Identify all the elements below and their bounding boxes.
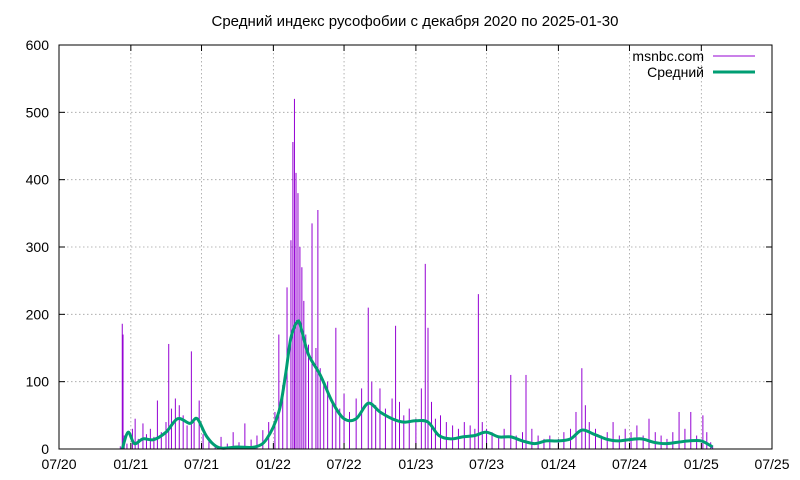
x-tick-label: 01/24 <box>541 456 576 472</box>
plot-frame <box>58 44 773 450</box>
x-tick-label: 01/22 <box>256 456 291 472</box>
data-layer <box>119 98 714 450</box>
y-tick-label: 400 <box>26 172 50 188</box>
y-tick-label: 500 <box>26 104 50 120</box>
legend: msnbc.com Средний <box>632 48 755 80</box>
x-tick-label: 07/22 <box>327 456 362 472</box>
x-tick-label: 07/24 <box>612 456 647 472</box>
grid-layer <box>59 45 772 449</box>
axis-layer: 0 100 200 300 400 500 600 07/20 01/21 07/21 01/22 0… <box>26 37 790 472</box>
average-line <box>120 319 714 450</box>
y-tick-label: 300 <box>26 239 50 255</box>
x-tick-label: 01/25 <box>684 456 719 472</box>
legend-label-average: Средний <box>647 64 704 80</box>
y-tick-label: 0 <box>41 441 49 457</box>
y-tick-label: 200 <box>26 306 50 322</box>
x-tick-label: 07/20 <box>41 456 76 472</box>
chart-title: Средний индекс русофобии с декабря 2020 … <box>212 13 619 30</box>
y-tick-label: 600 <box>26 37 50 53</box>
x-tick-label: 07/25 <box>754 456 789 472</box>
x-tick-label: 07/23 <box>469 456 504 472</box>
x-tick-label: 01/23 <box>398 456 433 472</box>
y-tick-label: 100 <box>26 374 50 390</box>
x-tick-label: 07/21 <box>184 456 219 472</box>
x-tick-label: 01/21 <box>113 456 148 472</box>
legend-label-msnbc: msnbc.com <box>632 48 704 64</box>
